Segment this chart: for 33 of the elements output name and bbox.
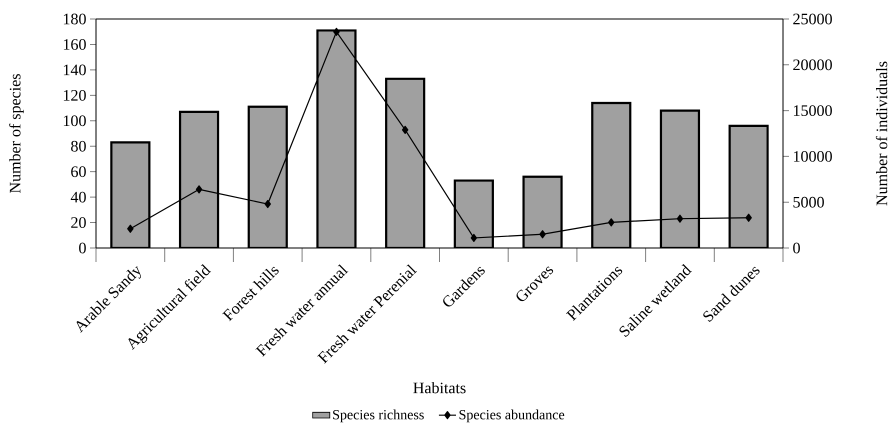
- point: [608, 218, 614, 226]
- point: [333, 28, 340, 36]
- point: [402, 126, 408, 134]
- y-tick-label: 180: [64, 14, 86, 24]
- x-axis-title: Habitats: [413, 382, 466, 394]
- point: [196, 185, 202, 194]
- y-tick-label: 100: [64, 115, 86, 126]
- y2-tick-label: 0: [793, 242, 800, 254]
- y2-tick-label: 5000: [793, 196, 824, 208]
- y-tick-label: 160: [64, 39, 86, 50]
- legend-label: Species richness: [333, 410, 424, 422]
- y-tick-label: 140: [64, 64, 86, 76]
- point: [745, 214, 752, 222]
- y2-axis-title: Number of individuals: [876, 62, 888, 206]
- legend-label: Species abundance: [460, 410, 564, 422]
- y-tick-label: 40: [70, 192, 86, 203]
- y-tick-label: 80: [71, 140, 86, 152]
- bar: [385, 78, 426, 248]
- y-tick-label: 0: [79, 242, 86, 254]
- y-tick-label: 20: [71, 217, 86, 228]
- y-tick-label: 60: [71, 166, 86, 178]
- y2-tick-label: 20000: [793, 59, 832, 70]
- y-tick-label: 120: [64, 90, 86, 101]
- y2-tick-label: 25000: [793, 14, 832, 24]
- point: [127, 224, 134, 233]
- y2-tick-label: 15000: [794, 105, 832, 116]
- bar: [248, 106, 288, 248]
- point: [264, 200, 271, 208]
- point: [676, 214, 684, 223]
- point: [539, 230, 546, 238]
- y2-tick-label: 10000: [794, 151, 832, 162]
- y-axis-title: Number of species: [9, 74, 24, 194]
- point: [470, 234, 478, 242]
